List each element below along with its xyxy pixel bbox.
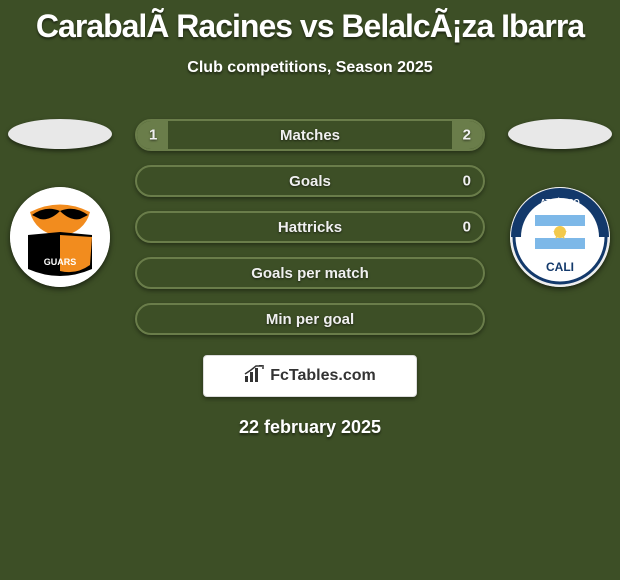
stat-rows: 1 Matches 2 Goals 0 Hattricks 0 Goals per match… <box>135 119 485 335</box>
stat-label: Min per goal <box>266 311 354 328</box>
stat-label: Matches <box>280 127 340 144</box>
right-flag-oval <box>508 119 612 149</box>
left-team-column: GUARS <box>5 119 115 287</box>
stat-row: 1 Matches 2 <box>135 119 485 151</box>
right-team-column: ATLÉTICO CALI <box>505 119 615 287</box>
right-team-logo: ATLÉTICO CALI <box>510 187 610 287</box>
stat-label: Goals per match <box>251 265 369 282</box>
stat-value-right: 0 <box>463 173 471 190</box>
stat-value-right: 2 <box>463 127 471 144</box>
svg-text:CALI: CALI <box>546 260 574 274</box>
stat-value-right: 0 <box>463 219 471 236</box>
stat-value-left: 1 <box>149 127 157 144</box>
chart-icon <box>244 365 264 388</box>
atletico-logo-icon: ATLÉTICO CALI <box>510 187 610 287</box>
stat-row: Hattricks 0 <box>135 211 485 243</box>
comparison-area: GUARS ATLÉTICO CALI 1Matches2Goals0Hattr… <box>0 119 620 438</box>
brand-box: FcTables.com <box>203 355 417 397</box>
svg-text:ATLÉTICO: ATLÉTICO <box>540 198 579 207</box>
svg-text:GUARS: GUARS <box>44 257 77 267</box>
stat-label: Hattricks <box>278 219 342 236</box>
left-team-logo: GUARS <box>10 187 110 287</box>
jaguar-logo-icon: GUARS <box>10 187 110 287</box>
page-title: CarabalÃ Racines vs BelalcÃ¡za Ibarra <box>0 0 620 45</box>
left-flag-oval <box>8 119 112 149</box>
subtitle: Club competitions, Season 2025 <box>0 59 620 77</box>
stat-row: Min per goal <box>135 303 485 335</box>
brand-text: FcTables.com <box>270 367 376 385</box>
stat-label: Goals <box>289 173 331 190</box>
stat-row: Goals per match <box>135 257 485 289</box>
stat-row: Goals 0 <box>135 165 485 197</box>
date-text: 22 february 2025 <box>0 417 620 438</box>
